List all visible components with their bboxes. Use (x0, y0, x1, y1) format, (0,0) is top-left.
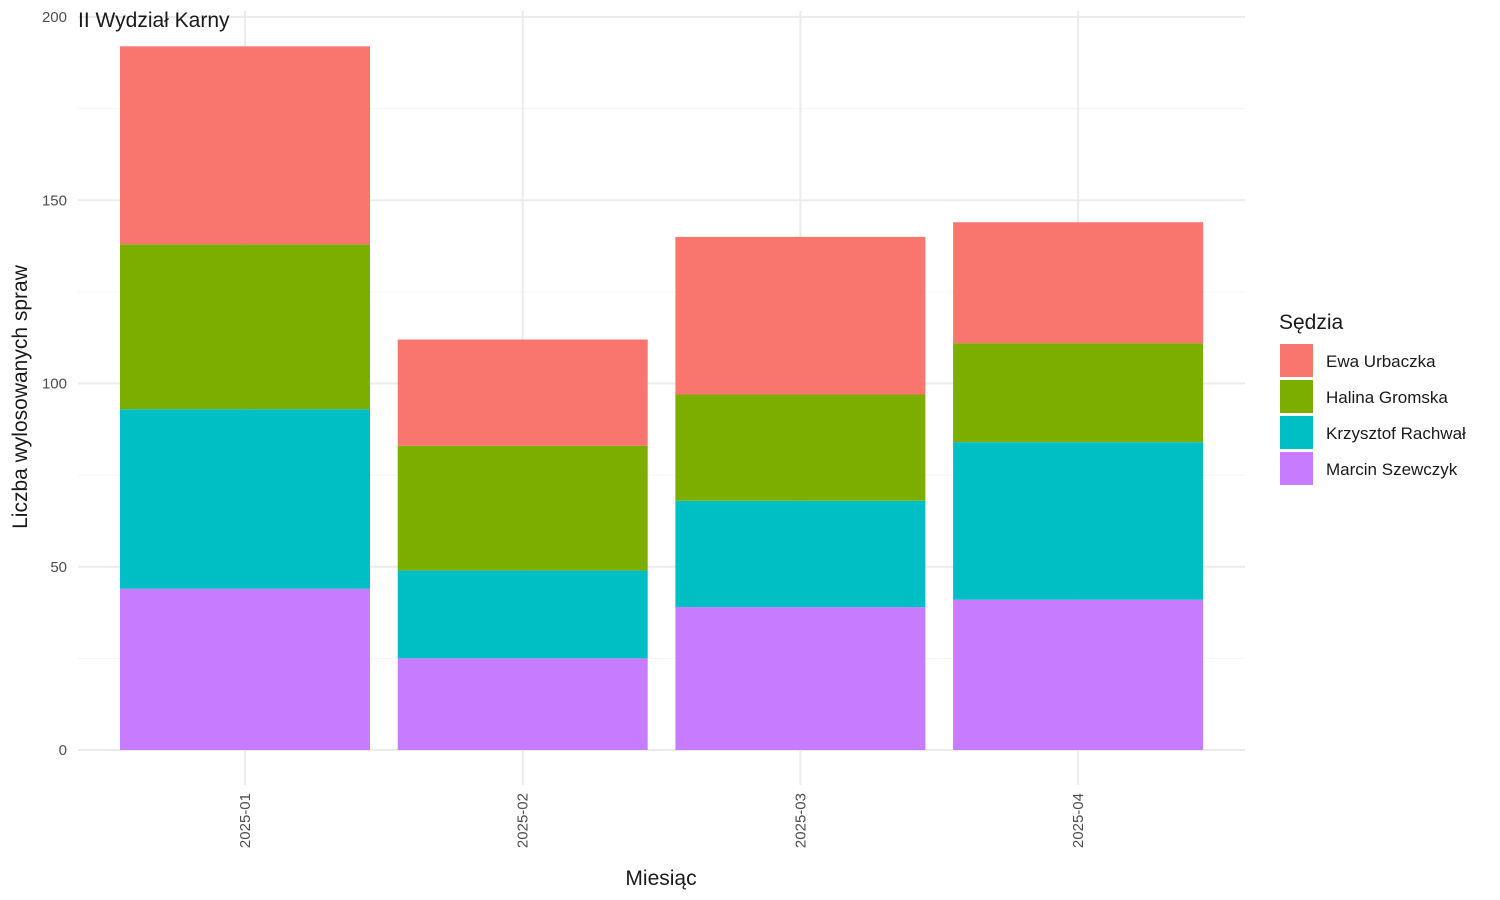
x-tick-label: 2025-04 (1070, 793, 1087, 848)
x-axis-ticks: 2025-01 2025-02 2025-03 2025-04 (237, 793, 1087, 848)
bar-segment (120, 588, 370, 750)
bar-segment (953, 599, 1204, 750)
x-tick-label: 2025-03 (792, 793, 809, 848)
legend-items: Ewa Urbaczka Halina Gromska Krzysztof Rach… (1280, 344, 1466, 485)
legend-swatch (1280, 380, 1313, 413)
y-tick-label: 50 (50, 559, 67, 576)
legend-label: Halina Gromska (1326, 388, 1448, 407)
legend-swatch (1280, 452, 1313, 485)
bar-segment (397, 570, 648, 659)
legend-title: Sędzia (1279, 311, 1344, 334)
bar-segment (120, 409, 370, 589)
x-axis-title: Miesiąc (625, 867, 696, 890)
bars (120, 46, 1204, 750)
y-axis-ticks: 0 50 100 150 200 (42, 9, 67, 759)
bar-segment (675, 394, 926, 501)
y-axis-title: Liczba wylosowanych spraw (9, 264, 32, 529)
x-tick-label: 2025-01 (237, 793, 254, 848)
bar-segment (675, 607, 926, 750)
y-tick-label: 150 (42, 192, 67, 209)
y-tick-label: 200 (42, 9, 67, 26)
legend-label: Krzysztof Rachwał (1326, 424, 1466, 443)
bar-segment (397, 445, 648, 571)
bar-segment (120, 46, 370, 245)
x-tick-label: 2025-02 (515, 793, 532, 848)
legend: Sędzia Ewa Urbaczka Halina Gromska Krzyszt… (1279, 311, 1466, 485)
legend-swatch (1280, 416, 1313, 449)
bar-segment (953, 222, 1204, 344)
bar-segment (120, 244, 370, 410)
legend-swatch (1280, 344, 1313, 377)
bar-segment (953, 343, 1204, 443)
bar-segment (675, 236, 926, 395)
y-tick-label: 100 (42, 376, 67, 393)
legend-label: Ewa Urbaczka (1326, 352, 1436, 371)
legend-label: Marcin Szewczyk (1326, 460, 1458, 479)
y-tick-label: 0 (59, 742, 67, 759)
bar-segment (675, 500, 926, 608)
bar-segment (953, 442, 1204, 600)
bar-segment (397, 658, 648, 750)
bar-segment (397, 339, 648, 446)
chart-title: II Wydział Karny (78, 9, 230, 32)
